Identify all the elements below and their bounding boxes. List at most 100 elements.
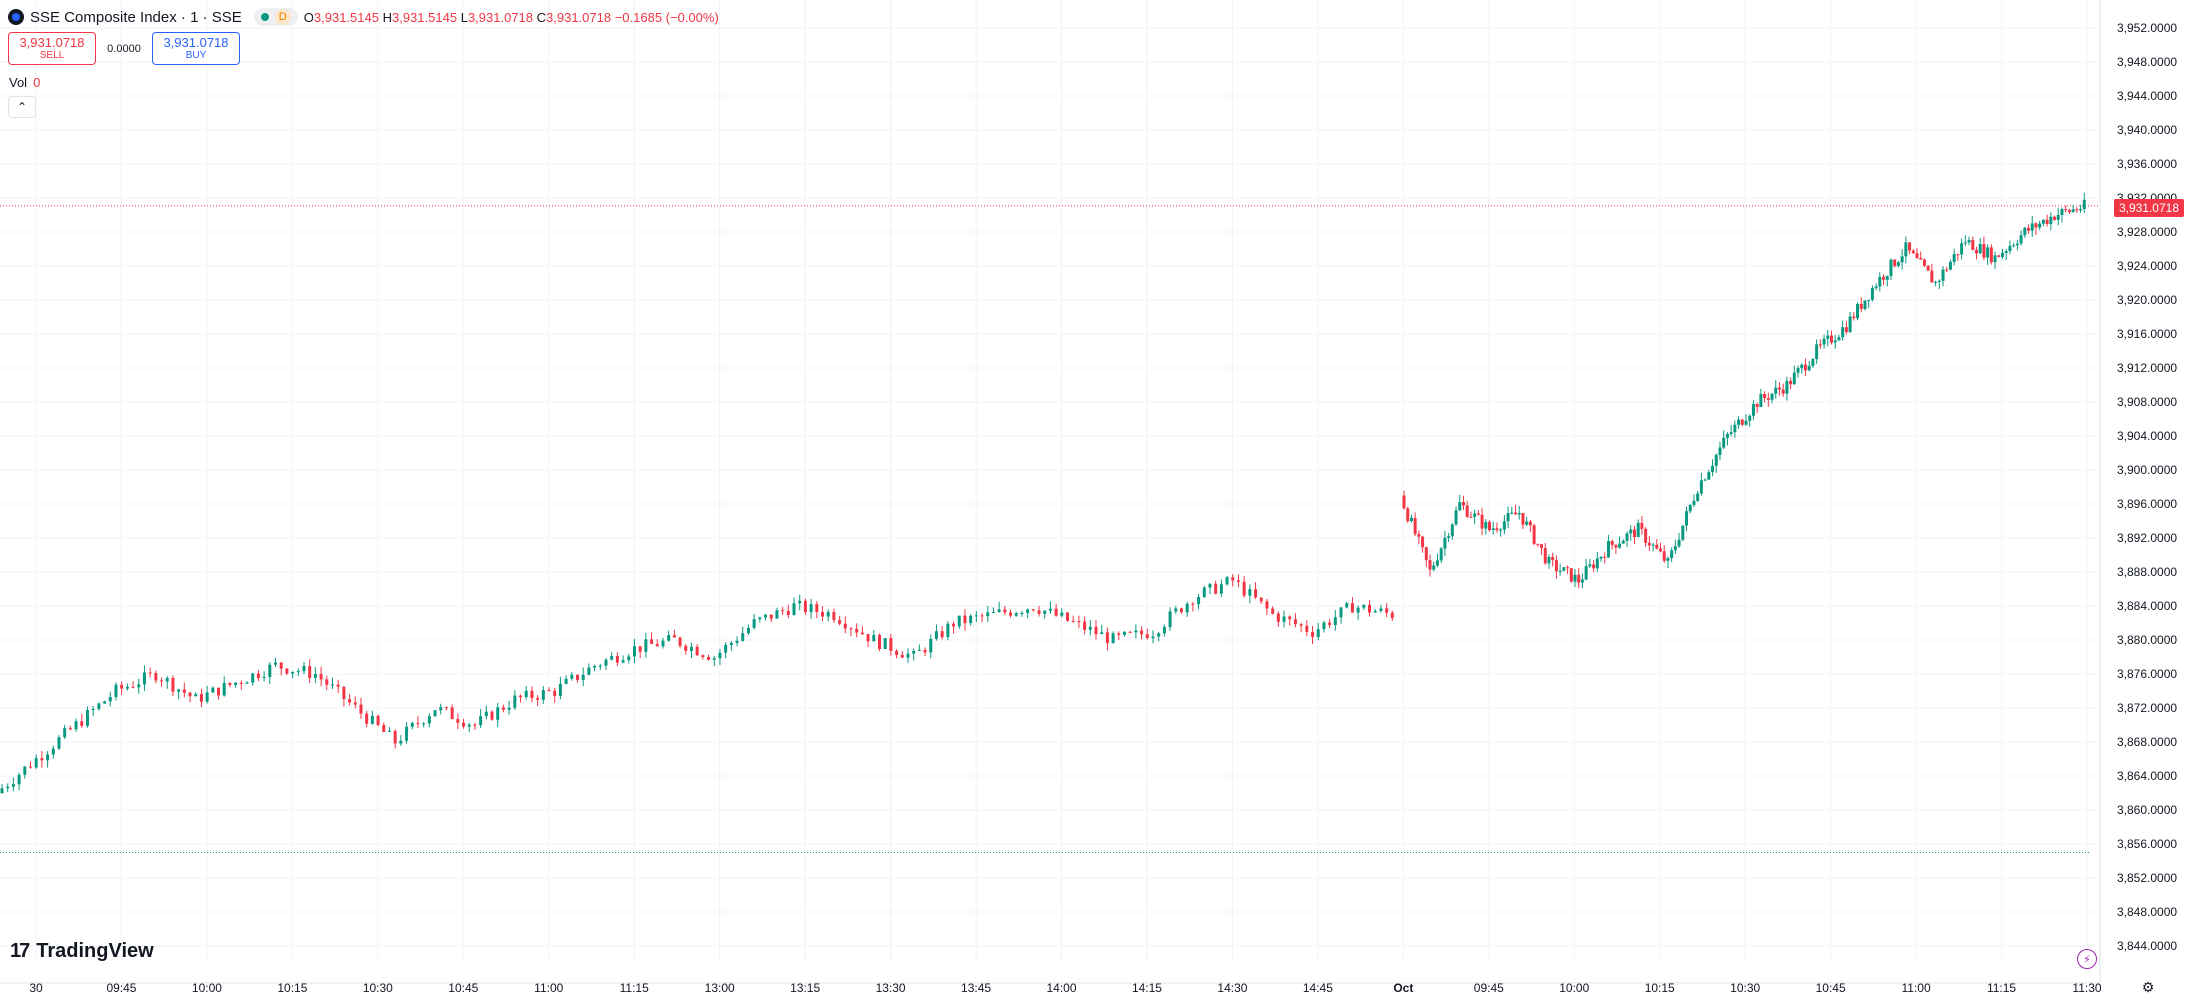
candle-body [1242,581,1246,596]
buy-button[interactable]: 3,931.0718 BUY [152,32,240,65]
candle-body [336,684,340,687]
candle-body [2045,219,2049,224]
volume-legend[interactable]: Vol 0 [9,75,40,90]
candle-body [1506,512,1510,522]
candle-body [416,722,420,724]
lightning-icon[interactable]: ⚡ [2077,949,2097,969]
candle-body [1236,580,1240,582]
candle-body [1461,502,1465,506]
candle-body [1856,303,1860,319]
candle-body [1852,316,1856,319]
ohlc-values: O3,931.5145 H3,931.5145 L3,931.0718 C3,9… [304,10,719,25]
candle-body [1751,404,1755,416]
candle-body [627,656,631,661]
candle-body [405,726,409,741]
candle-body [2067,209,2071,212]
y-tick-label: 3,900.0000 [2117,463,2177,477]
candle-body [1373,611,1377,613]
candle-body [319,674,323,680]
y-tick-label: 3,936.0000 [2117,157,2177,171]
candle-body [1811,359,1815,366]
candle-body [1551,556,1555,561]
candle-body [1818,344,1822,346]
y-tick-label: 3,924.0000 [2117,259,2177,273]
high-label: H [382,9,392,25]
candle-body [1696,493,1700,501]
candle-body [444,707,448,709]
candle-body [1185,603,1189,613]
settings-icon[interactable]: ⚙ [2141,978,2155,995]
candle-body [1729,432,1733,434]
candle-body [410,722,414,727]
candle-body [1711,465,1715,473]
candle-body [547,690,551,692]
delayed-badge: D [274,9,291,25]
candle-body [165,678,169,682]
candle-body [815,604,819,613]
candle-body [199,694,203,702]
y-tick-label: 3,872.0000 [2117,701,2177,715]
candle-body [1368,604,1372,613]
candle-body [1447,536,1451,538]
candle-body [764,614,768,618]
brand-name: TradingView [36,940,154,962]
candle-body [524,690,528,698]
candle-body [1882,276,1886,280]
candle-body [1803,364,1807,371]
candle-body [353,702,357,705]
y-tick-label: 3,848.0000 [2117,905,2177,919]
candle-body [1514,512,1518,515]
candle-body [1162,626,1166,634]
candle-body [1919,258,1923,260]
candle-body [536,698,540,700]
candle-body [1271,608,1275,614]
candle-body [279,662,283,669]
candle-body [325,679,329,685]
x-tick-label: 09:45 [106,981,136,995]
candle-body [940,631,944,638]
y-tick-label: 3,952.0000 [2117,21,2177,35]
candle-body [1536,543,1540,545]
candle-body [91,709,95,711]
candle-body [387,730,391,732]
x-tick-label: 10:15 [277,981,307,995]
y-tick-label: 3,916.0000 [2117,327,2177,341]
symbol-name[interactable]: SSE Composite Index · 1 · SSE [30,8,242,26]
candle-body [1733,424,1737,433]
candle-body [1625,533,1629,541]
candle-body [1610,540,1614,545]
candle-body [644,639,648,652]
collapse-legend-button[interactable]: ⌃ [8,96,36,118]
candle-body [1145,634,1149,639]
candle-body [553,690,557,696]
candle-body [581,674,585,680]
candle-body [1345,603,1349,608]
candle-body [1020,612,1024,614]
candle-body [1900,256,1904,263]
candle-body [1168,611,1172,627]
spread-value: 0.0000 [107,42,141,55]
candle-body [28,766,32,768]
candle-body [1584,566,1588,580]
market-status-pill[interactable]: D [253,8,298,26]
candle-body [1707,472,1711,480]
candle-body [2027,227,2031,231]
candle-body [1807,365,1811,371]
candle-body [182,689,186,693]
candle-body [40,758,44,761]
candle-body [1026,609,1030,613]
candle-body [1495,528,1499,531]
candle-body [507,707,511,710]
candle-body [2049,216,2053,224]
open-value: 3,931.5145 [313,9,379,25]
sell-button[interactable]: 3,931.0718 SELL [8,32,96,65]
candle-body [177,689,181,692]
x-tick-label: 11:00 [534,981,563,995]
candle-body [1659,548,1662,552]
candle-body [986,612,990,617]
tradingview-logo[interactable]: 17 TradingView [10,940,154,963]
candle-body [1003,609,1007,613]
candle-body [1122,631,1126,635]
candle-body [1595,558,1599,569]
